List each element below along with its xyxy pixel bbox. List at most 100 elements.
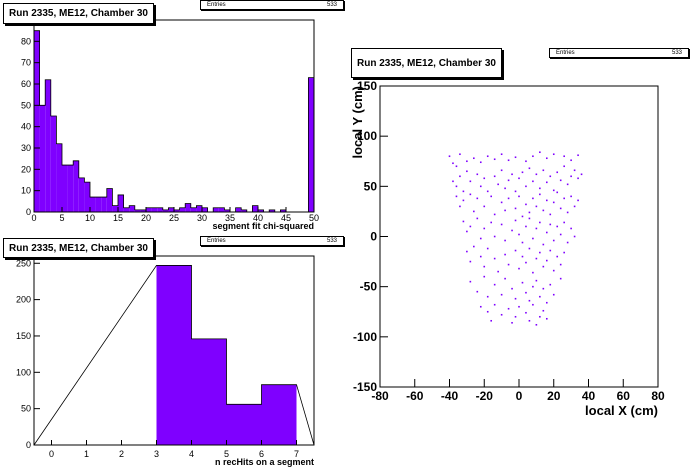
chi2-bar — [123, 207, 130, 212]
localxy-point — [566, 183, 569, 186]
localxy-point — [511, 229, 513, 232]
localxy-point — [539, 151, 541, 154]
chi2-x-tick-label: 15 — [113, 213, 123, 223]
localxy-point — [459, 175, 461, 178]
chi2-bar — [118, 194, 124, 212]
chi2-y-tick-label: 30 — [21, 143, 31, 153]
localxy-point — [573, 169, 576, 172]
localxy-point — [483, 177, 486, 180]
nrechits-x-tick-label: 1 — [84, 449, 89, 459]
localxy-x-tick-label: -80 — [371, 389, 389, 403]
chi2-bar — [235, 207, 242, 212]
chi2-bar — [280, 209, 286, 212]
local-xy-scatter-stats-box: Entries 533 — [549, 48, 689, 58]
chi2-bar — [90, 197, 96, 212]
localxy-point — [549, 283, 552, 286]
chi2-bar — [179, 207, 186, 212]
localxy-point — [493, 257, 496, 260]
localxy-y-tick-label: -150 — [353, 380, 377, 394]
chi2-histogram-plot: 0 5 10 15 20 25 30 35 40 45 50 0 10 20 30 40 50 60 70 80 seg… — [21, 19, 319, 231]
localxy-point — [479, 161, 482, 164]
localxy-point — [570, 195, 572, 198]
localxy-point — [552, 153, 555, 156]
localxy-point — [518, 267, 520, 270]
chi2-histogram-pad: 0 5 10 15 20 25 30 35 40 45 50 0 10 20 30 40 50 60 70 80 seg… — [0, 0, 348, 236]
nrechits-y-tick-label: 100 — [16, 367, 31, 377]
localxy-point — [532, 237, 534, 240]
localxy-point — [518, 195, 520, 198]
nrechits-bar — [226, 404, 262, 445]
localxy-point — [556, 225, 559, 228]
localxy-point — [549, 213, 552, 216]
localxy-point — [493, 303, 496, 306]
localxy-point — [473, 210, 475, 213]
local-xy-stats-entries-value: 533 — [671, 50, 682, 56]
localxy-point — [546, 231, 548, 234]
localxy-point — [493, 158, 496, 161]
chi2-bar — [157, 207, 163, 212]
localxy-point — [528, 299, 531, 302]
nrechits-x-tick-label: 7 — [294, 449, 299, 459]
localxy-point — [466, 250, 468, 253]
nrechits-y-tick-label: 0 — [26, 440, 31, 450]
localxy-point — [577, 199, 579, 202]
localxy-point — [483, 275, 486, 278]
localxy-point — [570, 159, 572, 162]
localxy-point — [511, 321, 513, 324]
chi2-histogram-title-text: Run 2335, ME12, Chamber 30 — [9, 8, 148, 19]
localxy-point — [525, 185, 527, 188]
localxy-x-tick-label: 40 — [582, 389, 596, 403]
localxy-x-tick-label: -20 — [476, 389, 494, 403]
chi2-bar — [269, 209, 275, 212]
localxy-point — [521, 171, 524, 174]
localxy-point — [521, 241, 524, 244]
localxy-point — [507, 197, 510, 200]
localxy-point — [549, 175, 552, 178]
nrechits-stats-entries-label: Entries — [207, 238, 226, 244]
local-xy-scatter-title-text: Run 2335, ME12, Chamber 30 — [357, 57, 496, 69]
localxy-y-tick-label: 50 — [364, 179, 378, 193]
localxy-point — [532, 155, 534, 158]
chi2-y-tick-label: 40 — [21, 122, 31, 132]
localxy-x-tick-label: 20 — [547, 389, 561, 403]
localxy-point — [511, 173, 513, 176]
localxy-point — [542, 287, 545, 290]
localxy-point — [476, 290, 479, 293]
localxy-point — [486, 190, 489, 193]
localxy-point — [559, 233, 562, 236]
chi2-x-tick-label: 30 — [197, 213, 207, 223]
localxy-point — [486, 247, 489, 250]
chi2-bar — [73, 160, 79, 212]
localxy-point — [570, 175, 572, 178]
nrechits-bar — [191, 338, 227, 445]
chi2-bar — [134, 209, 141, 212]
localxy-point — [514, 190, 517, 193]
nrechits-bar — [261, 384, 297, 445]
localxy-point — [563, 165, 565, 168]
localxy-point — [535, 205, 538, 208]
chi2-x-tick-label: 5 — [59, 213, 64, 223]
localxy-point — [500, 293, 503, 296]
localxy-point — [521, 215, 524, 218]
localxy-point — [514, 207, 517, 210]
nrechits-y-tick-label: 250 — [16, 258, 31, 268]
localxy-point — [573, 205, 576, 208]
nrechits-frame — [33, 255, 315, 446]
localxy-point — [546, 157, 548, 160]
localxy-point — [577, 154, 579, 157]
localxy-point — [535, 279, 538, 282]
localxy-point — [521, 281, 524, 284]
nrechits-stats-entries-value: 533 — [326, 238, 337, 244]
localxy-point — [466, 170, 468, 173]
localxy-point — [462, 220, 465, 223]
localxy-point — [514, 315, 517, 318]
localxy-point — [514, 156, 517, 159]
chi2-y-tick-label: 0 — [26, 207, 31, 217]
localxy-y-axis-title: local Y (cm) — [350, 86, 365, 159]
localxy-point — [546, 181, 548, 184]
localxy-point — [566, 241, 569, 244]
chi2-x-tick-label: 25 — [169, 213, 179, 223]
localxy-point — [490, 319, 492, 322]
chi2-histogram-title: Run 2335, ME12, Chamber 30 — [3, 3, 154, 24]
nrechits-histogram-pad: 0 1 2 3 4 5 6 7 0 50 100 150 200 250 n recHits on a se… — [0, 236, 348, 472]
